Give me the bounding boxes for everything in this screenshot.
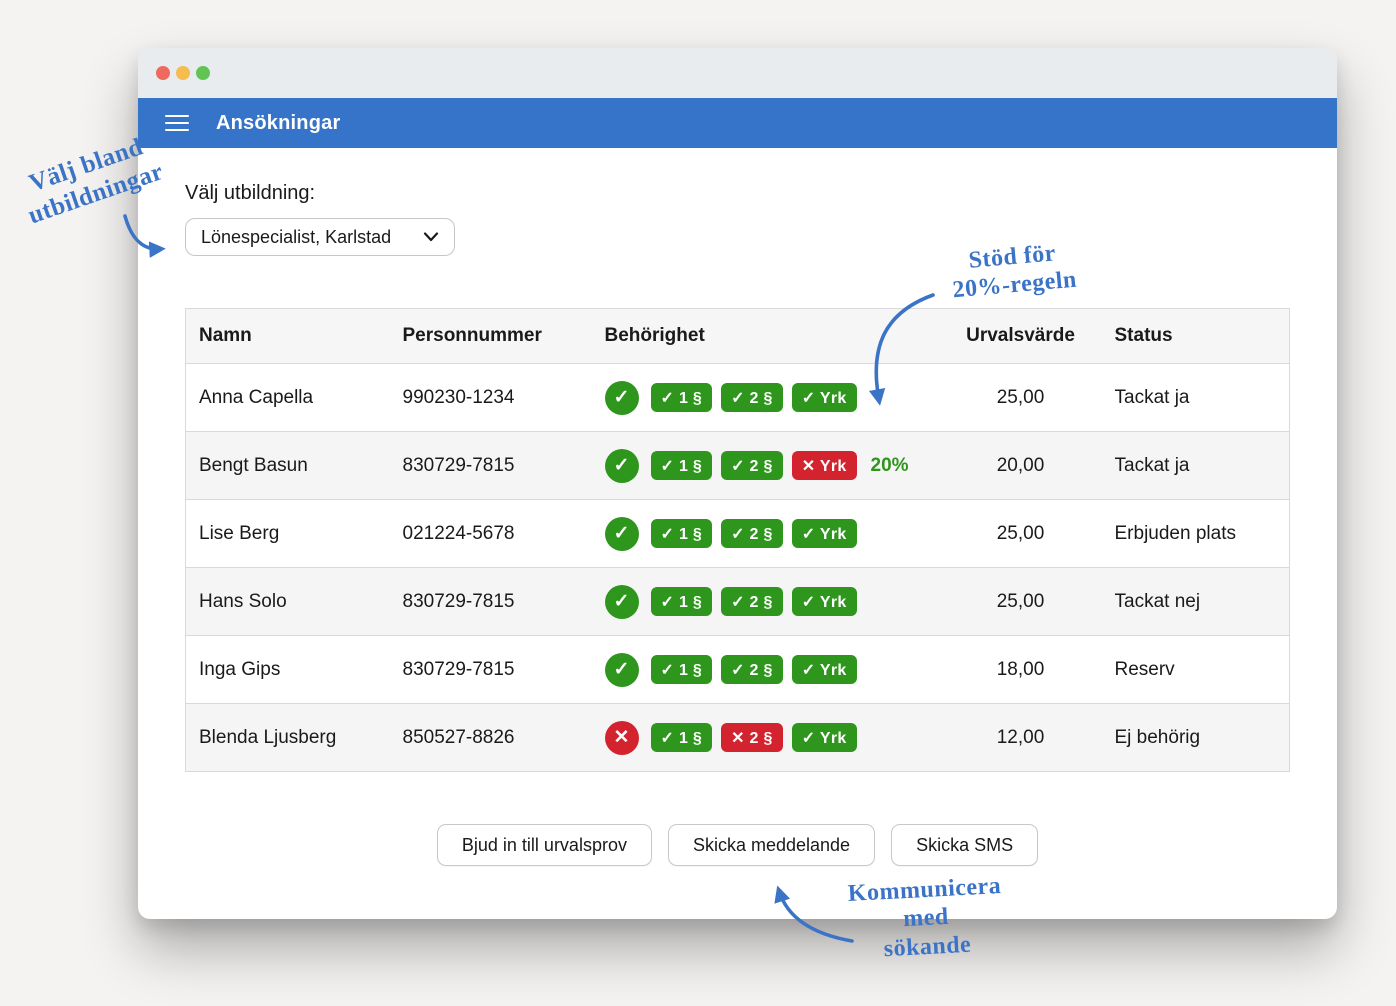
- cell-behorighet: ✓ ✓ 1 § ✓ 2 § ✕ Yrk 20%: [604, 432, 941, 499]
- column-header-personnummer: Personnummer: [402, 325, 542, 346]
- cell-personnummer: 990230-1234: [402, 386, 515, 408]
- cell-status: Reserv: [1114, 658, 1175, 680]
- send-message-button[interactable]: Skicka meddelande: [667, 824, 876, 866]
- criterion-badge: ✓ 1 §: [650, 519, 713, 548]
- cell-urvalsvarde: 25,00: [996, 590, 1045, 612]
- cell-personnummer: 830729-7815: [402, 658, 515, 680]
- app-header: Ansökningar: [138, 98, 1337, 148]
- cell-behorighet: ✓ ✓ 1 § ✓ 2 § ✓ Yrk: [604, 568, 941, 635]
- cell-status: Tackat ja: [1114, 454, 1190, 476]
- applications-table: Namn Personnummer Behörighet Urvalsvärde…: [185, 308, 1290, 772]
- cell-status: Tackat nej: [1114, 590, 1201, 612]
- table-row[interactable]: Anna Capella 990230-1234 ✓ ✓ 1 § ✓ 2 § ✓ Y…: [185, 363, 1290, 432]
- criterion-badge: ✓ 2 §: [721, 587, 783, 616]
- criterion-badge: ✓ 1 §: [650, 451, 713, 480]
- cell-status: Ej behörig: [1114, 726, 1201, 748]
- chevron-down-icon: [423, 232, 439, 242]
- criterion-badge: ✓ 1 §: [650, 655, 713, 684]
- education-select-value: Lönespecialist, Karlstad: [201, 226, 392, 247]
- cell-name: Anna Capella: [199, 386, 314, 408]
- cell-name: Bengt Basun: [199, 454, 308, 476]
- rule-note: 20%: [870, 454, 909, 476]
- cell-personnummer: 830729-7815: [402, 454, 515, 476]
- cell-urvalsvarde: 25,00: [996, 386, 1045, 408]
- main-content: Välj utbildning: Lönespecialist, Karlsta…: [138, 182, 1337, 866]
- criterion-badge: ✓ 2 §: [721, 451, 783, 480]
- cell-behorighet: ✓ ✓ 1 § ✓ 2 § ✓ Yrk: [604, 636, 941, 703]
- column-header-status: Status: [1114, 325, 1173, 346]
- criterion-badge: ✓ 2 §: [721, 519, 783, 548]
- badge-list: ✓ 1 § ✓ 2 § ✕ Yrk: [650, 451, 857, 480]
- table-body: Anna Capella 990230-1234 ✓ ✓ 1 § ✓ 2 § ✓ Y…: [185, 363, 1290, 772]
- cell-urvalsvarde: 12,00: [996, 726, 1045, 748]
- cell-personnummer: 021224-5678: [402, 522, 515, 544]
- send-sms-button[interactable]: Skicka SMS: [891, 824, 1039, 866]
- criterion-badge: ✓ 1 §: [650, 587, 713, 616]
- table-row[interactable]: Bengt Basun 830729-7815 ✓ ✓ 1 § ✓ 2 § ✕ Yr…: [185, 431, 1290, 500]
- column-header-urvalsvarde: Urvalsvärde: [966, 325, 1075, 346]
- education-select[interactable]: Lönespecialist, Karlstad: [185, 218, 455, 256]
- annotation-communicate: Kommunicera med sökande: [847, 873, 1002, 962]
- badge-list: ✓ 1 § ✓ 2 § ✓ Yrk: [650, 655, 857, 684]
- criterion-badge: ✓ 1 §: [650, 723, 713, 752]
- cell-urvalsvarde: 25,00: [996, 522, 1045, 544]
- eligibility-circle-icon: ✓: [604, 652, 639, 687]
- criterion-badge: ✓ Yrk: [791, 587, 857, 616]
- cell-urvalsvarde: 20,00: [996, 454, 1045, 476]
- eligibility-circle-icon: ✓: [604, 448, 639, 483]
- criterion-badge: ✕ Yrk: [791, 451, 857, 480]
- eligibility-circle-icon: ✓: [604, 584, 639, 619]
- close-window-icon[interactable]: [156, 66, 170, 80]
- cell-name: Blenda Ljusberg: [199, 726, 337, 748]
- table-row[interactable]: Blenda Ljusberg 850527-8826 ✕ ✓ 1 § ✕ 2 §…: [185, 703, 1290, 772]
- app-window: Ansökningar Välj utbildning: Lönespecial…: [138, 48, 1337, 919]
- cell-name: Inga Gips: [199, 658, 281, 680]
- column-header-namn: Namn: [199, 325, 252, 346]
- invite-selection-test-button[interactable]: Bjud in till urvalsprov: [436, 824, 652, 866]
- eligibility-circle-icon: ✓: [604, 516, 639, 551]
- cell-status: Tackat ja: [1114, 386, 1190, 408]
- cell-behorighet: ✕ ✓ 1 § ✕ 2 § ✓ Yrk: [604, 704, 941, 771]
- badge-list: ✓ 1 § ✓ 2 § ✓ Yrk: [650, 383, 857, 412]
- cell-status: Erbjuden plats: [1114, 522, 1236, 544]
- cell-name: Lise Berg: [199, 522, 280, 544]
- window-titlebar: [138, 48, 1337, 98]
- criterion-badge: ✓ 1 §: [650, 383, 713, 412]
- cell-name: Hans Solo: [199, 590, 287, 612]
- eligibility-circle-icon: ✕: [604, 720, 639, 755]
- criterion-badge: ✕ 2 §: [721, 723, 783, 752]
- cell-behorighet: ✓ ✓ 1 § ✓ 2 § ✓ Yrk: [604, 364, 941, 431]
- select-education-label: Välj utbildning:: [185, 182, 316, 204]
- page-title: Ansökningar: [216, 111, 341, 134]
- criterion-badge: ✓ Yrk: [791, 383, 857, 412]
- eligibility-circle-icon: ✓: [604, 380, 639, 415]
- table-row[interactable]: Hans Solo 830729-7815 ✓ ✓ 1 § ✓ 2 § ✓ Yrk …: [185, 567, 1290, 636]
- cell-personnummer: 830729-7815: [402, 590, 515, 612]
- table-row[interactable]: Inga Gips 830729-7815 ✓ ✓ 1 § ✓ 2 § ✓ Yrk …: [185, 635, 1290, 704]
- criterion-badge: ✓ Yrk: [791, 655, 857, 684]
- cell-behorighet: ✓ ✓ 1 § ✓ 2 § ✓ Yrk: [604, 500, 941, 567]
- zoom-window-icon[interactable]: [196, 66, 210, 80]
- criterion-badge: ✓ 2 §: [721, 383, 783, 412]
- criterion-badge: ✓ Yrk: [791, 723, 857, 752]
- criterion-badge: ✓ Yrk: [791, 519, 857, 548]
- badge-list: ✓ 1 § ✕ 2 § ✓ Yrk: [650, 723, 857, 752]
- cell-urvalsvarde: 18,00: [996, 658, 1045, 680]
- badge-list: ✓ 1 § ✓ 2 § ✓ Yrk: [650, 519, 857, 548]
- criterion-badge: ✓ 2 §: [721, 655, 783, 684]
- badge-list: ✓ 1 § ✓ 2 § ✓ Yrk: [650, 587, 857, 616]
- column-header-behorighet: Behörighet: [604, 325, 705, 346]
- table-row[interactable]: Lise Berg 021224-5678 ✓ ✓ 1 § ✓ 2 § ✓ Yrk …: [185, 499, 1290, 568]
- action-bar: Bjud in till urvalsprov Skicka meddeland…: [185, 824, 1290, 866]
- table-header: Namn Personnummer Behörighet Urvalsvärde…: [185, 308, 1290, 364]
- minimize-window-icon[interactable]: [176, 66, 190, 80]
- hamburger-menu-icon[interactable]: [165, 114, 189, 132]
- cell-personnummer: 850527-8826: [402, 726, 515, 748]
